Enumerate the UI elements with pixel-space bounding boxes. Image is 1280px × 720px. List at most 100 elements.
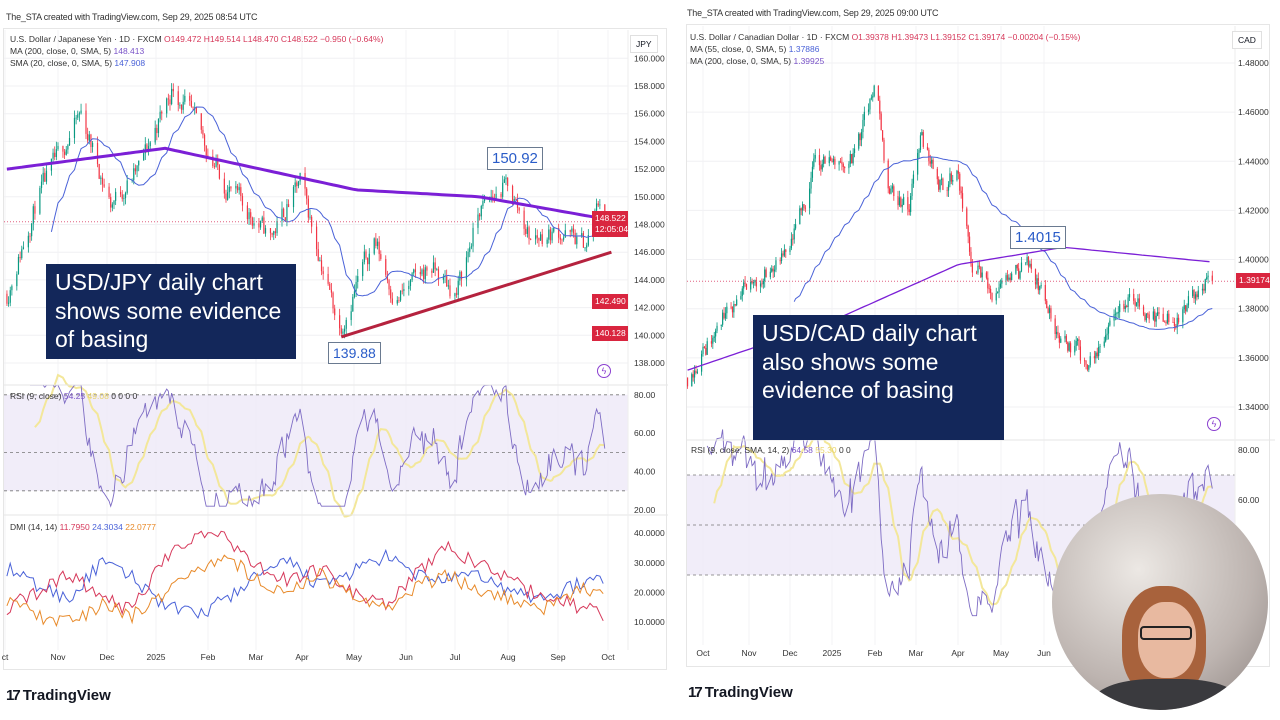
candle-body xyxy=(1006,275,1009,280)
candle-body xyxy=(862,119,864,133)
flash-icon[interactable]: ϟ xyxy=(1207,417,1221,431)
candle-body xyxy=(569,230,571,232)
candle-body xyxy=(217,159,219,166)
candle-body xyxy=(1037,278,1039,291)
candle-body xyxy=(1187,296,1190,306)
candle-body xyxy=(853,148,856,153)
candle-body xyxy=(705,347,707,355)
candle-body xyxy=(723,312,725,319)
candle-body xyxy=(1182,309,1184,323)
ma200-label: MA (200, close, 0, SMA, 5) xyxy=(10,46,112,56)
currency-button[interactable]: CAD xyxy=(1232,31,1262,49)
usdjpy-chart-canvas[interactable]: 160.000 158.000 156.000 154.000 152.000 150.0… xyxy=(0,0,670,670)
candle-body xyxy=(27,235,29,248)
candle-body xyxy=(365,251,367,258)
high: H1.39473 xyxy=(891,32,929,42)
candle-body xyxy=(1107,325,1110,334)
candle-body xyxy=(143,153,145,161)
candle-body xyxy=(447,285,449,287)
close: C1.39174 xyxy=(968,32,1006,42)
candle-body xyxy=(45,170,48,182)
candle-body xyxy=(100,177,102,179)
candle-body xyxy=(457,280,459,295)
candle-body xyxy=(759,283,762,287)
candle-body xyxy=(1105,335,1107,342)
candle-body xyxy=(960,190,962,194)
candle-body xyxy=(751,280,753,284)
candle-body xyxy=(1203,288,1205,291)
time-axis-tick: Oct xyxy=(601,652,615,662)
time-axis-tick: 2025 xyxy=(147,652,166,662)
glasses-icon xyxy=(1140,626,1192,640)
candle-body xyxy=(900,197,902,207)
candle-body xyxy=(409,280,412,286)
candle-body xyxy=(734,304,736,306)
candle-body xyxy=(877,85,879,101)
candle-body xyxy=(362,261,364,277)
candle-body xyxy=(472,227,474,247)
candle-body xyxy=(467,251,469,258)
candle-body xyxy=(319,260,321,262)
candle-body xyxy=(538,237,540,241)
candle-body xyxy=(867,109,870,112)
candle-body xyxy=(334,308,336,316)
candle-body xyxy=(39,187,41,214)
candle-body xyxy=(844,166,846,169)
candle-body xyxy=(724,313,727,319)
candle-body xyxy=(530,239,532,240)
candle-body xyxy=(1206,277,1208,280)
candle-body xyxy=(1030,263,1032,270)
time-axis-tick: Apr xyxy=(295,652,308,662)
candle-body xyxy=(1009,277,1011,280)
candle-body xyxy=(123,198,125,199)
candle-body xyxy=(1068,343,1070,351)
candle-body xyxy=(1162,313,1164,322)
candle-body xyxy=(388,280,390,290)
rsi-axis-tick: 60.00 xyxy=(634,428,656,438)
price-axis-tick: 138.000 xyxy=(634,358,665,368)
candle-body xyxy=(65,149,67,155)
candle-body xyxy=(587,235,589,246)
candle-body xyxy=(971,263,973,273)
rsi-legend: RSI (9, close, SMA, 14, 2) 64.58 55.30 0… xyxy=(691,444,851,456)
price-axis-tick: 1.36000 xyxy=(1238,353,1269,363)
rsi-line xyxy=(30,384,606,508)
candle-body xyxy=(744,282,746,284)
candle-body xyxy=(1096,352,1098,357)
candle-body xyxy=(40,181,43,188)
candle-body xyxy=(1098,347,1100,357)
candle-body xyxy=(373,238,375,254)
candle-body xyxy=(403,289,405,291)
candle-body xyxy=(1178,317,1180,323)
bar-countdown: 12:05:04 xyxy=(595,224,629,234)
candle-body xyxy=(995,293,997,301)
candle-body xyxy=(283,208,285,218)
ma55-label: MA (55, close, 0, SMA, 5) xyxy=(690,44,787,54)
low-price-label: 139.88 xyxy=(328,342,381,364)
candle-body xyxy=(998,287,1000,293)
change: −0.950 (−0.64%) xyxy=(320,34,384,44)
candle-body xyxy=(426,267,428,271)
candle-body xyxy=(340,328,342,334)
candle-body xyxy=(1173,322,1176,326)
candle-body xyxy=(444,276,446,278)
candle-body xyxy=(184,95,186,102)
candle-body xyxy=(1048,308,1051,313)
candle-body xyxy=(21,249,23,259)
candle-body xyxy=(385,259,387,275)
candle-body xyxy=(91,142,94,147)
price-tag-142: 142.490 xyxy=(592,294,628,309)
candle-body xyxy=(584,247,586,249)
candle-body xyxy=(363,251,365,262)
price-axis-tick: 160.000 xyxy=(634,53,665,63)
candle-body xyxy=(1018,268,1020,279)
flash-icon[interactable]: ϟ xyxy=(597,364,611,378)
time-axis-tick: Mar xyxy=(249,652,264,662)
candle-body xyxy=(780,253,783,261)
candle-body xyxy=(306,188,308,199)
currency-button[interactable]: JPY xyxy=(630,35,658,53)
candle-body xyxy=(581,233,583,237)
candle-body xyxy=(999,283,1002,288)
price-axis-tick: 1.48000 xyxy=(1238,58,1269,68)
candle-body xyxy=(558,228,560,238)
